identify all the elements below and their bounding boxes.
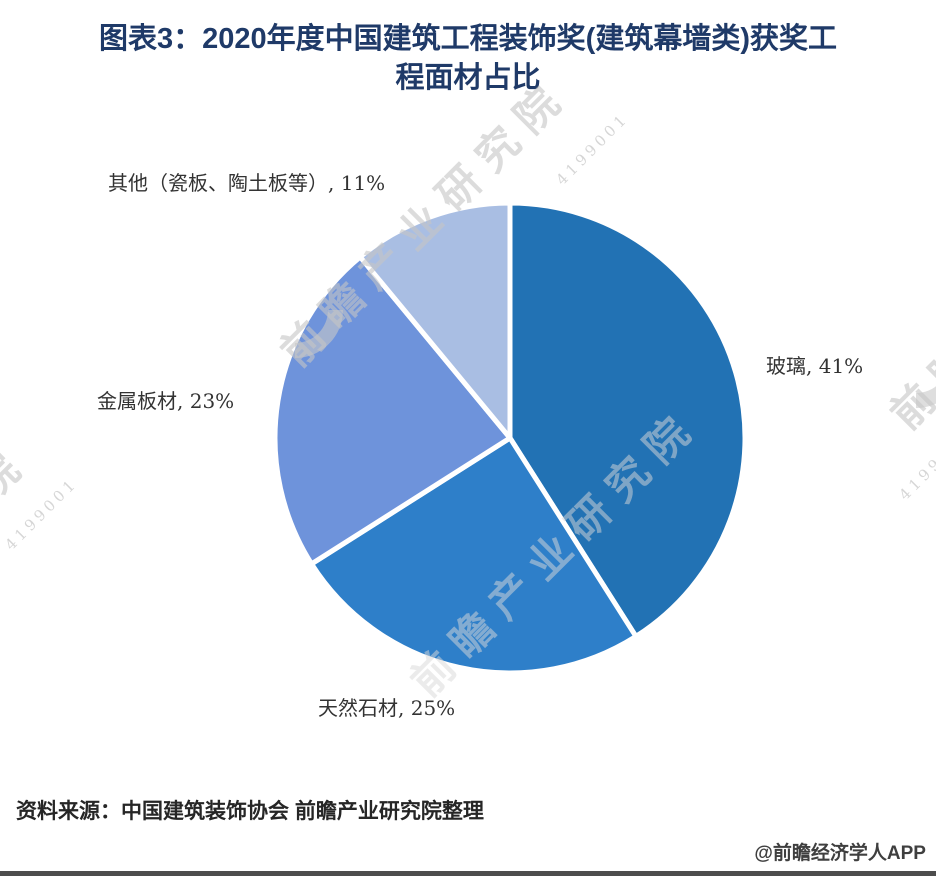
pie-slice-3: [357, 200, 513, 441]
pie-slice-2: [272, 254, 513, 567]
chart-title-line1: 图表3：2020年度中国建筑工程装饰奖(建筑幕墙类)获奖工: [99, 23, 837, 55]
slice-label-stone: 天然石材, 25%: [318, 696, 456, 720]
pie-slice-1: [309, 435, 639, 676]
bottom-divider: [0, 871, 936, 876]
slice-label-glass: 玻璃, 41%: [766, 354, 864, 378]
data-source-note: 资料来源：中国建筑装饰协会 前瞻产业研究院整理: [16, 800, 484, 823]
chart-title: 图表3：2020年度中国建筑工程装饰奖(建筑幕墙类)获奖工 程面材占比: [0, 20, 936, 98]
slice-label-other: 其他（瓷板、陶土板等）, 11%: [108, 171, 386, 195]
slice-label-metal: 金属板材, 23%: [97, 389, 235, 413]
app-credit: @前瞻经济学人APP: [754, 843, 926, 864]
chart-title-line2: 程面材占比: [395, 62, 541, 94]
